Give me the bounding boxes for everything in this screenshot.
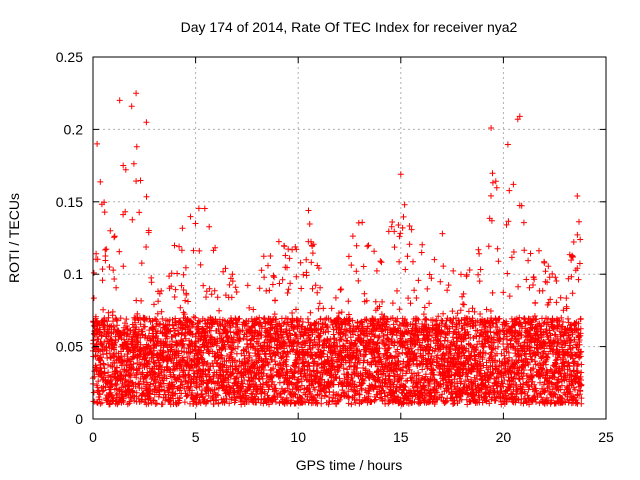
y-tick-label: 0.1 [64, 266, 84, 282]
y-axis-label: ROTI / TECUs [6, 193, 22, 283]
y-tick-label: 0.15 [56, 194, 83, 210]
y-tick-label: 0.05 [56, 339, 83, 355]
x-tick-label: 10 [290, 429, 306, 445]
plot-frame [92, 56, 607, 420]
x-axis: 0 5 10 15 20 25 [89, 57, 614, 445]
chart-title: Day 174 of 2014, Rate Of TEC Index for r… [181, 19, 518, 35]
x-tick-label: 20 [496, 429, 512, 445]
y-tick-label: 0 [75, 411, 83, 427]
x-tick-label: 5 [192, 429, 200, 445]
y-tick-label: 0.2 [64, 121, 84, 137]
x-tick-label: 25 [598, 429, 614, 445]
y-axis: 0 0.05 0.1 0.15 0.2 0.25 [56, 49, 606, 427]
x-axis-label: GPS time / hours [296, 457, 403, 473]
x-tick-label: 0 [89, 429, 97, 445]
x-tick-label: 15 [393, 429, 409, 445]
y-tick-label: 0.25 [56, 49, 83, 65]
roti-scatter-markers [89, 90, 585, 408]
data-points [89, 90, 585, 408]
